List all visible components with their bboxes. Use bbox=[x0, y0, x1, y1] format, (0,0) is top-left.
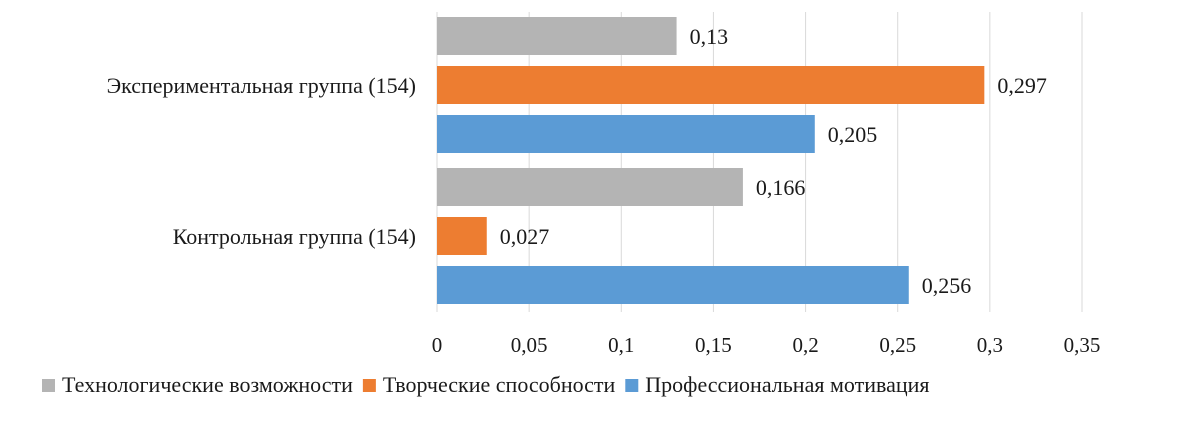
category-label: Экспериментальная группа (154) bbox=[107, 73, 416, 98]
x-tick-label: 0,05 bbox=[511, 333, 548, 357]
legend-swatch bbox=[362, 379, 376, 392]
x-tick-label: 0,15 bbox=[695, 333, 732, 357]
bar bbox=[437, 17, 677, 55]
data-label: 0,027 bbox=[500, 224, 550, 249]
data-label: 0,166 bbox=[756, 175, 806, 200]
category-label: Контрольная группа (154) bbox=[173, 224, 416, 249]
gridlines bbox=[436, 12, 1083, 312]
data-label: 0,256 bbox=[922, 273, 972, 298]
category-labels: Экспериментальная группа (154) Контрольна… bbox=[107, 73, 416, 249]
x-tick-label: 0,3 bbox=[977, 333, 1003, 357]
bar bbox=[437, 266, 909, 304]
legend-label: Профессиональная мотивация bbox=[645, 372, 929, 397]
data-label: 0,205 bbox=[828, 122, 878, 147]
legend-swatch bbox=[625, 379, 639, 392]
data-label: 0,13 bbox=[690, 24, 729, 49]
legend-swatch bbox=[42, 379, 55, 392]
x-tick-label: 0 bbox=[432, 333, 443, 357]
bar bbox=[437, 168, 743, 206]
data-label: 0,297 bbox=[997, 73, 1047, 98]
x-tick-label: 0,2 bbox=[792, 333, 818, 357]
x-tick-label: 0,1 bbox=[608, 333, 634, 357]
bar bbox=[437, 115, 815, 153]
bar bbox=[437, 66, 985, 104]
x-axis-ticks: 0 0,05 0,1 0,15 0,2 0,25 0,3 0,35 bbox=[432, 333, 1101, 357]
x-tick-label: 0,35 bbox=[1064, 333, 1101, 357]
x-tick-label: 0,25 bbox=[879, 333, 916, 357]
data-labels: 0,13 0,297 0,205 0,166 0,027 0,256 bbox=[500, 24, 1047, 298]
legend-label: Творческие способности bbox=[383, 372, 616, 397]
bars bbox=[437, 17, 985, 304]
legend: Технологические возможности Творческие сп… bbox=[42, 372, 930, 397]
bar bbox=[437, 217, 487, 255]
legend-label: Технологические возможности bbox=[62, 372, 353, 397]
